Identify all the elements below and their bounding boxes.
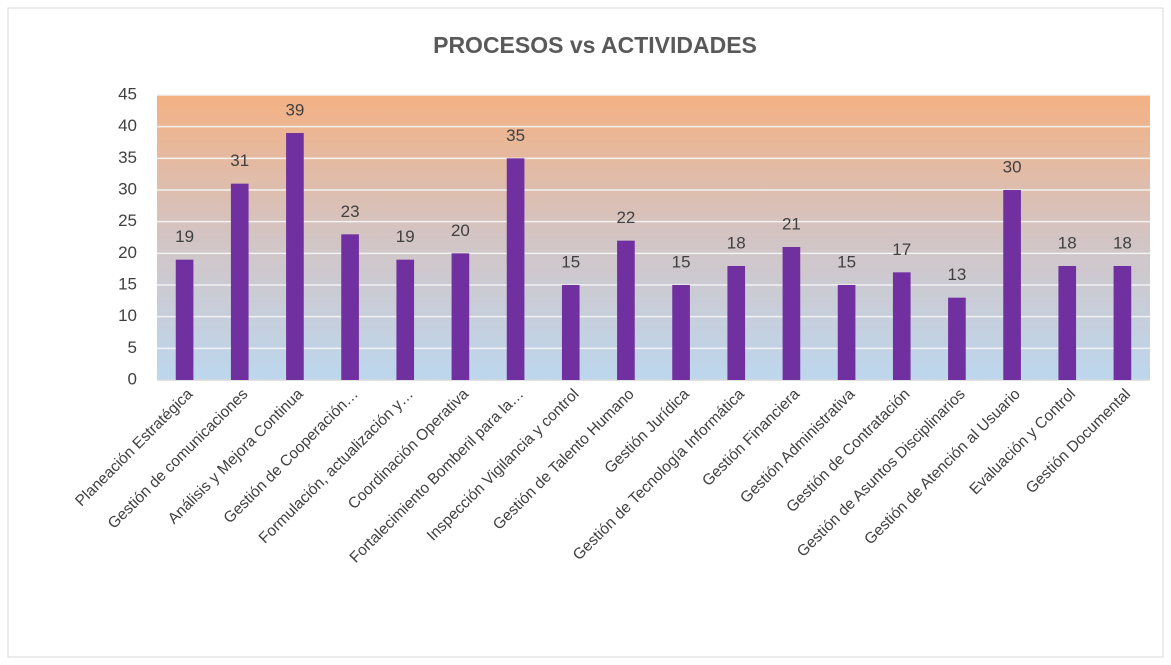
- data-label: 15: [561, 252, 580, 271]
- y-tick-label: 10: [118, 306, 137, 325]
- data-label: 39: [285, 100, 304, 119]
- data-label: 31: [230, 151, 249, 170]
- data-label: 21: [782, 214, 801, 233]
- data-label: 15: [672, 252, 691, 271]
- y-tick-label: 5: [128, 338, 137, 357]
- bar: [1113, 266, 1132, 380]
- data-label: 13: [947, 265, 966, 284]
- bar: [1058, 266, 1077, 380]
- data-label: 20: [451, 221, 470, 240]
- plot-area: [157, 95, 1150, 380]
- y-tick-label: 0: [128, 369, 137, 388]
- bar: [672, 285, 690, 380]
- data-label: 18: [727, 233, 746, 252]
- y-tick-label: 25: [118, 211, 137, 230]
- bar: [617, 240, 635, 380]
- bar: [727, 266, 746, 380]
- bar: [230, 183, 249, 380]
- bar: [341, 234, 359, 380]
- bar: [948, 297, 966, 380]
- data-label: 23: [341, 202, 360, 221]
- bar: [396, 259, 415, 380]
- data-label: 22: [616, 208, 635, 227]
- chart-title: PROCESOS vs ACTIVIDADES: [433, 32, 757, 58]
- data-label: 18: [1058, 233, 1077, 252]
- data-label: 19: [396, 227, 415, 246]
- y-tick-label: 35: [118, 148, 137, 167]
- data-label: 19: [175, 227, 194, 246]
- bar: [506, 158, 525, 380]
- data-label: 18: [1113, 233, 1132, 252]
- y-tick-label: 20: [118, 243, 137, 262]
- bar: [561, 285, 580, 380]
- bar: [451, 253, 470, 380]
- data-label: 17: [892, 240, 911, 259]
- bar: [175, 259, 194, 380]
- data-label: 35: [506, 126, 525, 145]
- bar: [1003, 190, 1021, 380]
- bar: [837, 285, 856, 380]
- y-tick-label: 40: [118, 116, 137, 135]
- y-tick-label: 30: [118, 179, 137, 198]
- bar: [782, 247, 801, 380]
- data-label: 30: [1003, 157, 1022, 176]
- y-tick-label: 15: [118, 274, 137, 293]
- data-label: 15: [837, 252, 856, 271]
- bar: [892, 272, 911, 380]
- y-tick-label: 45: [118, 84, 137, 103]
- bar: [286, 133, 304, 380]
